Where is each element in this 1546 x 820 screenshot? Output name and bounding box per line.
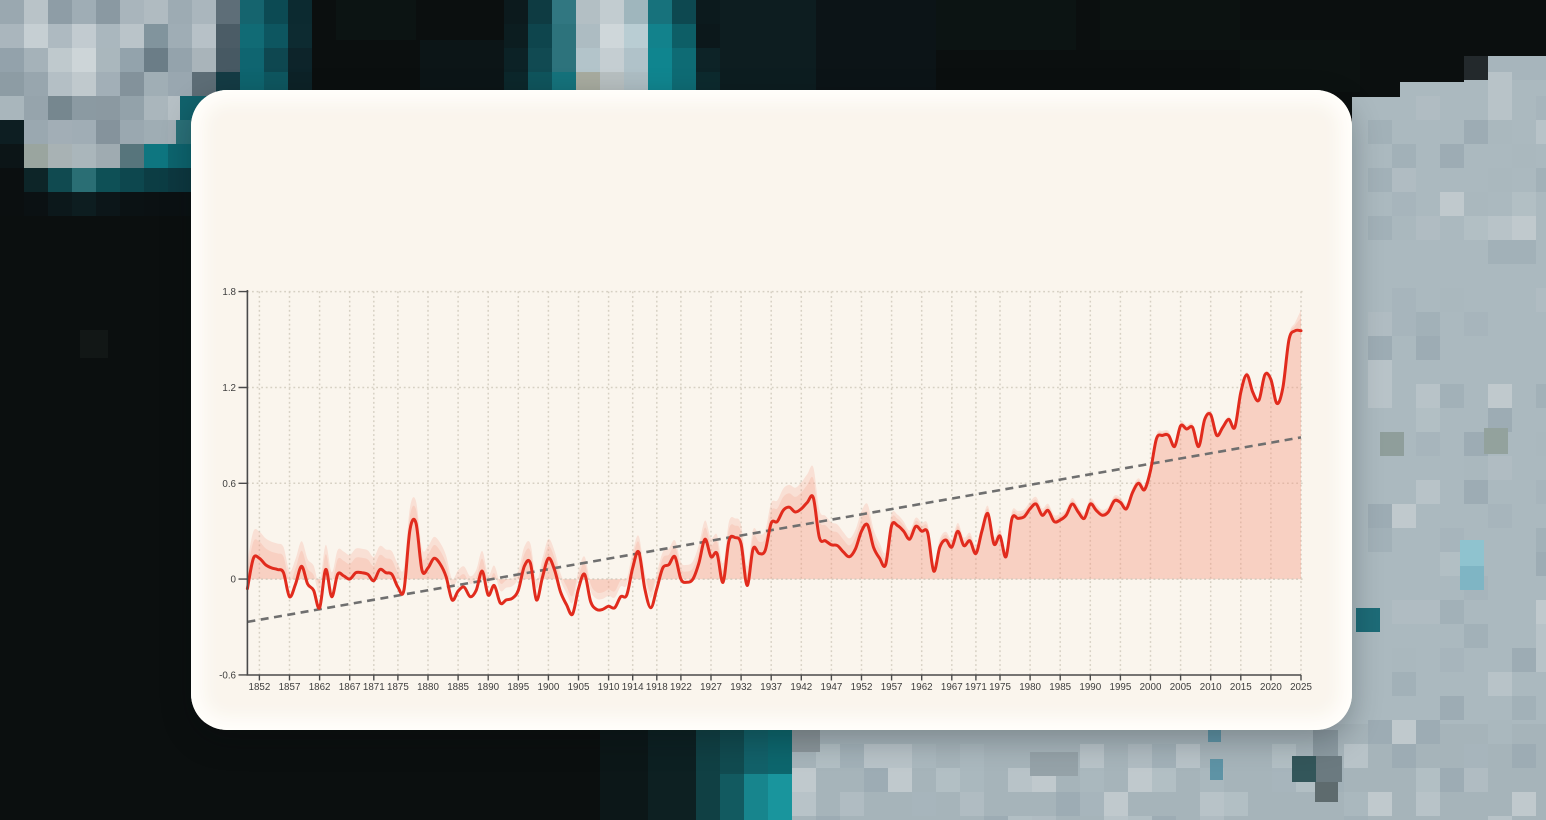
- svg-text:1914: 1914: [622, 682, 644, 693]
- svg-text:1942: 1942: [790, 682, 812, 693]
- svg-text:1.2: 1.2: [222, 383, 236, 394]
- svg-text:1922: 1922: [670, 682, 692, 693]
- svg-text:1905: 1905: [568, 682, 590, 693]
- svg-text:1862: 1862: [309, 682, 331, 693]
- svg-text:1952: 1952: [851, 682, 873, 693]
- svg-text:1867: 1867: [339, 682, 361, 693]
- svg-text:1910: 1910: [598, 682, 620, 693]
- svg-text:2005: 2005: [1170, 682, 1192, 693]
- svg-text:1880: 1880: [417, 682, 439, 693]
- svg-text:1932: 1932: [730, 682, 752, 693]
- svg-text:2020: 2020: [1260, 682, 1282, 693]
- svg-text:1871: 1871: [363, 682, 385, 693]
- svg-text:1995: 1995: [1110, 682, 1132, 693]
- svg-text:1990: 1990: [1079, 682, 1101, 693]
- svg-text:1.8: 1.8: [222, 287, 236, 298]
- svg-text:-0.6: -0.6: [219, 670, 236, 681]
- svg-text:1957: 1957: [881, 682, 903, 693]
- svg-text:1985: 1985: [1049, 682, 1071, 693]
- svg-text:1937: 1937: [760, 682, 782, 693]
- svg-text:1927: 1927: [700, 682, 722, 693]
- svg-text:2010: 2010: [1200, 682, 1222, 693]
- svg-text:1875: 1875: [387, 682, 409, 693]
- svg-text:1900: 1900: [538, 682, 560, 693]
- svg-text:1857: 1857: [279, 682, 301, 693]
- svg-text:0: 0: [231, 575, 237, 586]
- svg-text:2025: 2025: [1290, 682, 1312, 693]
- svg-text:1947: 1947: [821, 682, 843, 693]
- svg-text:1918: 1918: [646, 682, 668, 693]
- svg-text:1971: 1971: [965, 682, 987, 693]
- svg-text:1895: 1895: [507, 682, 529, 693]
- svg-text:1980: 1980: [1019, 682, 1041, 693]
- svg-text:1852: 1852: [249, 682, 271, 693]
- svg-text:0.6: 0.6: [222, 479, 236, 490]
- svg-text:2015: 2015: [1230, 682, 1252, 693]
- svg-text:1962: 1962: [911, 682, 933, 693]
- svg-text:2000: 2000: [1140, 682, 1162, 693]
- svg-text:1890: 1890: [477, 682, 499, 693]
- svg-text:1975: 1975: [989, 682, 1011, 693]
- svg-text:1967: 1967: [941, 682, 963, 693]
- svg-text:1885: 1885: [447, 682, 469, 693]
